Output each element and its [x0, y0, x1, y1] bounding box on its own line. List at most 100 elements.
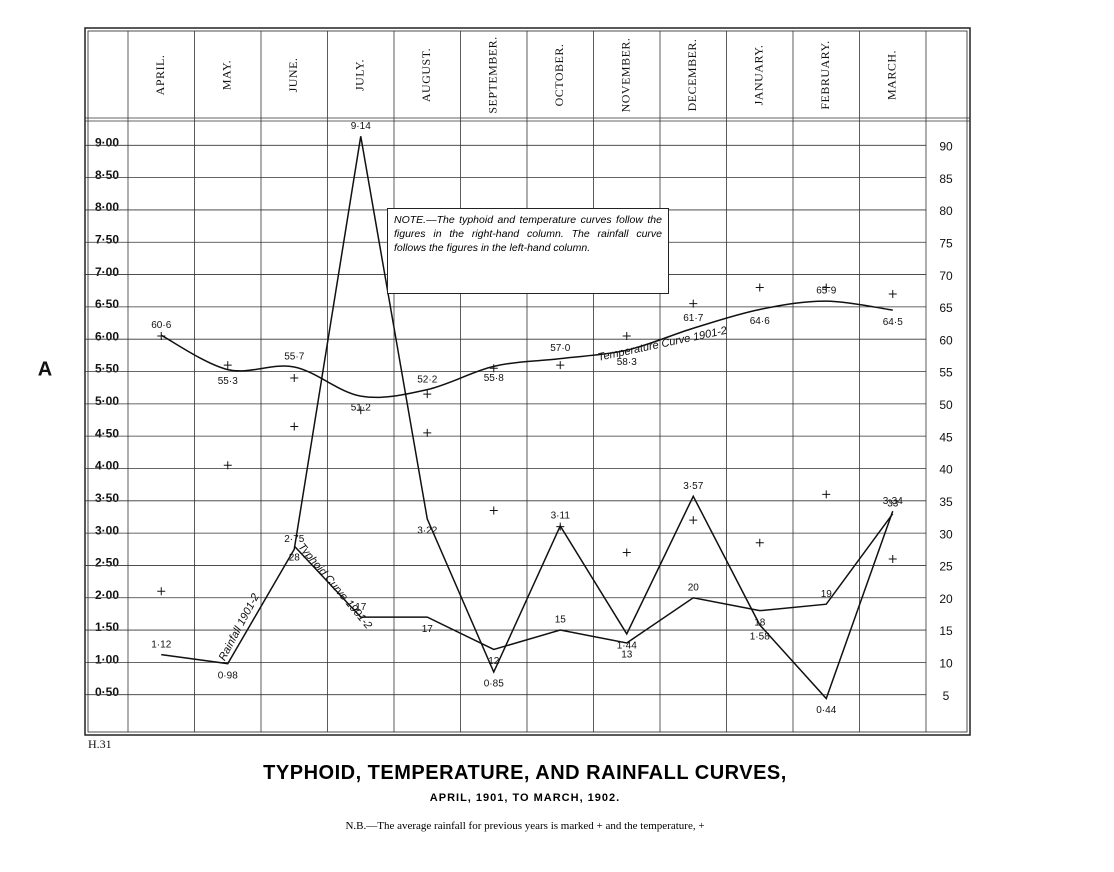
month-label: APRIL. — [153, 55, 167, 96]
y-tick-label: 0·50 — [95, 685, 119, 699]
y2-tick-label: 45 — [939, 430, 953, 444]
data-label: 55·7 — [284, 352, 304, 363]
data-label: 17 — [355, 602, 367, 613]
month-label: JUNE. — [286, 58, 300, 93]
y2-tick-label: 15 — [939, 624, 953, 638]
month-label: JULY. — [353, 59, 367, 91]
data-label: 0·85 — [484, 679, 504, 690]
data-label: 58·3 — [617, 357, 637, 368]
y-tick-label: 1·00 — [95, 653, 119, 667]
y-tick-label: 3·00 — [95, 523, 119, 537]
y2-tick-label: 65 — [939, 301, 953, 315]
data-label: 1·58 — [750, 632, 770, 643]
data-label: 2·75 — [284, 534, 304, 545]
average-marker — [489, 364, 498, 373]
y2-tick-label: 30 — [939, 527, 953, 541]
month-label: DECEMBER. — [685, 39, 699, 112]
average-marker — [223, 461, 232, 470]
data-label: 28 — [289, 553, 301, 564]
y-tick-label: 9·00 — [95, 135, 119, 149]
data-label: 3·11 — [551, 511, 571, 522]
note: NOTE.—The typhoid and temperature curves… — [387, 208, 669, 294]
average-marker — [755, 538, 764, 547]
y-tick-label: 7·50 — [95, 232, 119, 246]
y2-tick-label: 55 — [939, 366, 953, 380]
data-label: 15 — [555, 615, 567, 626]
data-label: 9·14 — [351, 121, 371, 132]
month-label: JANUARY. — [752, 45, 766, 106]
title: TYPHOID, TEMPERATURE, AND RAINFALL CURVE… — [263, 762, 787, 784]
data-label: 64·5 — [883, 317, 903, 328]
data-label: 0·98 — [218, 670, 238, 681]
average-marker — [556, 522, 565, 531]
data-label: 55·3 — [218, 376, 238, 387]
average-marker — [755, 283, 764, 292]
y2-tick-label: 35 — [939, 495, 953, 509]
data-label: 1·44 — [617, 641, 637, 652]
data-label: 0·44 — [816, 705, 836, 716]
data-label: 1·12 — [151, 639, 171, 650]
y-tick-label: 5·50 — [95, 362, 119, 376]
data-label: 18 — [754, 617, 766, 628]
y-tick-label: 7·00 — [95, 265, 119, 279]
series-name: Temperature Curve 1901-2 — [597, 325, 728, 364]
series-name: Typhoid Curve 1901-2 — [295, 541, 374, 631]
average-marker — [822, 283, 831, 292]
average-marker — [423, 428, 432, 437]
average-marker — [888, 554, 897, 563]
y-tick-label: 1·50 — [95, 620, 119, 634]
month-label: SEPTEMBER. — [486, 36, 500, 113]
data-label: 17 — [422, 624, 434, 635]
data-label: 20 — [688, 582, 700, 593]
data-label: 57·0 — [550, 343, 570, 354]
y2-tick-label: 10 — [939, 657, 953, 671]
month-label: NOVEMBER. — [619, 38, 633, 113]
footnote: N.B.—The average rainfall for previous y… — [345, 820, 705, 832]
data-label: 55·8 — [484, 373, 504, 384]
y2-tick-label: 50 — [939, 398, 953, 412]
y2-tick-label: 90 — [939, 139, 953, 153]
month-label: MARCH. — [885, 50, 899, 100]
data-label: 3·34 — [883, 496, 903, 507]
y-tick-label: 4·00 — [95, 459, 119, 473]
average-marker — [622, 548, 631, 557]
series-line — [160, 300, 893, 399]
series-line — [161, 136, 894, 700]
y-tick-label: 6·00 — [95, 329, 119, 343]
y2-tick-label: 85 — [939, 172, 953, 186]
data-label: 60·6 — [151, 320, 171, 331]
average-marker — [223, 361, 232, 370]
average-marker — [290, 422, 299, 431]
data-label: 52·2 — [417, 374, 437, 385]
average-marker — [489, 506, 498, 515]
average-marker — [689, 516, 698, 525]
average-marker — [290, 373, 299, 382]
y-tick-label: 6·50 — [95, 297, 119, 311]
average-marker — [157, 331, 166, 340]
plate-number: H.31 — [88, 737, 112, 751]
data-label: 64·6 — [750, 316, 770, 327]
average-marker — [689, 299, 698, 308]
series-line — [293, 513, 894, 651]
month-label: MAY. — [220, 60, 234, 90]
y2-tick-label: 60 — [939, 333, 953, 347]
y-tick-label: 5·00 — [95, 394, 119, 408]
average-marker — [822, 490, 831, 499]
side-mark: A — [38, 358, 52, 380]
average-marker — [556, 361, 565, 370]
data-label: 3·57 — [683, 481, 703, 492]
y-tick-label: 2·00 — [95, 588, 119, 602]
frame — [84, 27, 971, 736]
data-label: 33 — [887, 498, 899, 509]
average-marker — [157, 587, 166, 596]
data-label: 12 — [488, 656, 500, 667]
y2-tick-label: 80 — [939, 204, 953, 218]
month-label: OCTOBER. — [552, 44, 566, 107]
y2-tick-label: 70 — [939, 269, 953, 283]
series-name: Rainfall 1901-2 — [217, 592, 262, 663]
y-tick-label: 4·50 — [95, 426, 119, 440]
y2-tick-label: 75 — [939, 236, 953, 250]
average-marker — [423, 390, 432, 399]
